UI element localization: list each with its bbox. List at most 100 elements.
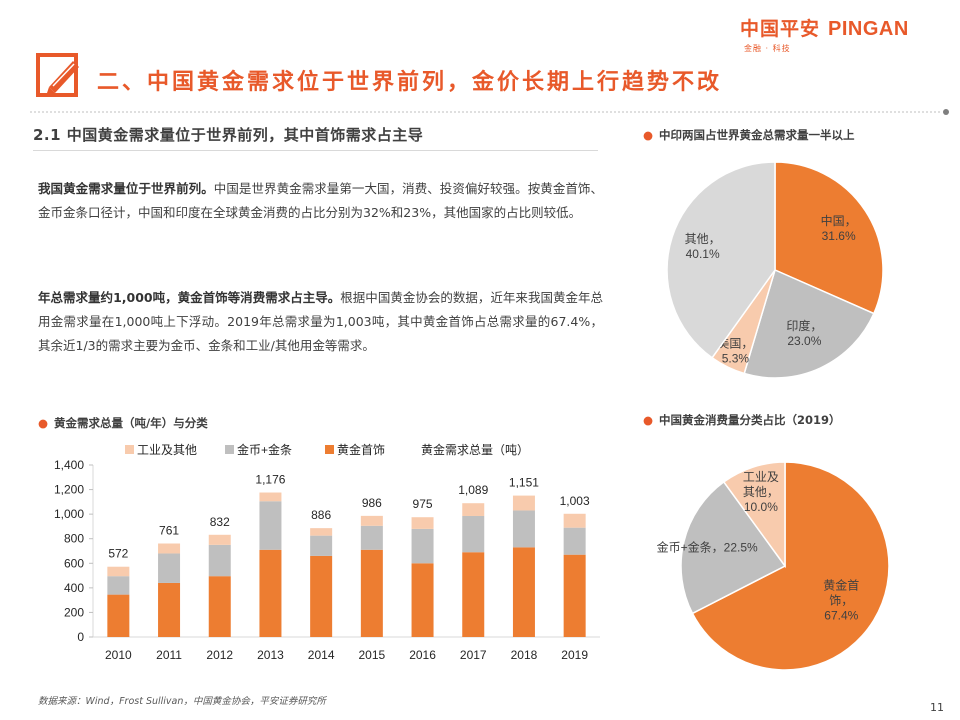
bar-segment — [208, 544, 231, 577]
bar-chart-title: ● 黄金需求总量（吨/年）与分类 — [38, 415, 208, 431]
bar-segment — [360, 525, 383, 550]
pie-slice — [722, 461, 786, 569]
paragraph-demand-rank: 我国黄金需求量位于世界前列。中国是世界黄金需求量第一大国，消费、投资偏好较强。按… — [38, 177, 603, 225]
bar-segment — [563, 513, 586, 528]
data-source-note: 数据来源：Wind，Frost Sullivan，中国黄金协会，平安证券研究所 — [38, 696, 326, 707]
page-title: 二、中国黄金需求位于世界前列，金价长期上行趋势不改 — [97, 69, 723, 95]
total-label: 886 — [311, 508, 331, 522]
x-tick-label: 2014 — [308, 648, 335, 662]
x-tick-label: 2018 — [511, 648, 538, 662]
legend-swatch — [125, 445, 134, 454]
logo-tagline: 金融 · 科技 — [744, 44, 791, 53]
bar-segment — [512, 547, 535, 637]
bar-segment — [107, 594, 130, 637]
pie2-chart-title: ● 中国黄金消费量分类占比（2019） — [643, 412, 841, 428]
y-tick-label: 1,200 — [54, 483, 84, 497]
pie-slice — [691, 461, 890, 671]
y-tick-label: 0 — [77, 630, 84, 644]
slice-name: 黄金首 — [823, 577, 859, 592]
section-heading: 2.1 中国黄金需求量位于世界前列，其中首饰需求占主导 — [33, 126, 424, 144]
pie-slice — [680, 480, 787, 615]
bar-segment — [259, 549, 282, 637]
legend-label: 黄金首饰 — [337, 442, 385, 457]
y-tick-label: 400 — [64, 581, 84, 595]
bar-segment — [310, 555, 333, 637]
page-number: 11 — [930, 701, 944, 714]
bar-segment — [563, 554, 586, 637]
bar-segment — [158, 553, 181, 583]
slice-name: 中国， — [821, 213, 857, 228]
slice-name: 其他， — [685, 232, 721, 246]
total-label: 975 — [413, 497, 433, 511]
total-label: 832 — [210, 515, 230, 529]
total-label: 572 — [108, 547, 128, 561]
bar-segment — [107, 566, 130, 577]
bar-segment — [462, 515, 485, 553]
logo-cn-text: 中国平安 — [740, 18, 821, 40]
pencil-icon — [36, 53, 79, 97]
legend-swatch — [325, 445, 334, 454]
y-tick-label: 1,400 — [54, 458, 84, 472]
paragraph-body: 中国是世界黄金需求量第一大国，消费、投资偏好较强。按黄金首饰、金币金条口径计，中… — [38, 181, 603, 220]
y-tick-label: 1,000 — [54, 507, 84, 521]
x-tick-label: 2010 — [105, 648, 132, 662]
bullet-dot: ● — [38, 416, 49, 430]
legend-swatch — [225, 445, 234, 454]
category-share-pie-chart: 黄金首饰，67.4% 金币+金条，22.5% 工业及其他，10.0% — [657, 461, 890, 671]
heading-divider — [33, 150, 598, 151]
x-tick-label: 2015 — [358, 648, 385, 662]
slice-label: 金币+金条，22.5% — [657, 539, 758, 554]
x-tick-label: 2017 — [460, 648, 487, 662]
paragraph-body: 根据中国黄金协会的数据，近年来我国黄金年总用金需求量在1,000吨上下浮动。20… — [38, 290, 603, 353]
bar-segment — [208, 534, 231, 545]
paragraph-lead: 我国黄金需求量位于世界前列。 — [38, 181, 214, 196]
bar-segment — [512, 510, 535, 548]
bar-segment — [462, 552, 485, 637]
bar-chart-title-text: 黄金需求总量（吨/年）与分类 — [54, 416, 208, 430]
bar-segment — [563, 527, 586, 555]
total-label: 986 — [362, 496, 382, 510]
x-tick-label: 2012 — [206, 648, 233, 662]
bar-segment — [107, 576, 130, 595]
bullet-dot: ● — [643, 128, 654, 142]
country-share-pie-chart: 中国，31.6% 印度，23.0% 美国，5.3% 其他，40.1% — [666, 161, 884, 379]
legend-label: 金币+金条 — [237, 442, 292, 457]
slice-value: 5.3% — [722, 351, 750, 365]
slice-value: 31.6% — [822, 229, 856, 243]
x-tick-label: 2019 — [561, 648, 588, 662]
title-divider — [30, 109, 949, 115]
total-label: 1,003 — [560, 494, 590, 508]
pie-slice — [774, 161, 884, 315]
total-label: 1,176 — [255, 473, 285, 487]
y-tick-label: 200 — [64, 605, 84, 619]
x-tick-label: 2011 — [156, 648, 182, 662]
bar-segment — [158, 582, 181, 637]
bar-segment — [259, 492, 282, 502]
pie-slice — [743, 268, 875, 379]
bar-segment — [360, 549, 383, 637]
bar-segment — [411, 517, 434, 529]
slice-name: 印度， — [786, 318, 822, 333]
pie1-chart-title: ● 中印两国占世界黄金总需求量一半以上 — [643, 127, 855, 143]
pingan-logo: 中国平安 PINGAN 金融 · 科技 — [740, 14, 945, 54]
bar-segment — [411, 563, 434, 637]
bar-segment — [411, 528, 434, 564]
pie1-chart-title-text: 中印两国占世界黄金总需求量一半以上 — [659, 128, 855, 142]
legend-label-total: 黄金需求总量（吨） — [421, 442, 529, 457]
total-label: 761 — [159, 524, 179, 538]
bar-segment — [259, 501, 282, 550]
slice-value: 10.0% — [744, 500, 778, 514]
legend-label: 工业及其他 — [137, 443, 197, 457]
bar-segment — [360, 515, 383, 526]
pie2-chart-title-text: 中国黄金消费量分类占比（2019） — [659, 413, 841, 427]
x-tick-label: 2016 — [409, 648, 436, 662]
slice-name: 饰， — [829, 593, 853, 607]
bar-segment — [310, 535, 333, 556]
x-tick-label: 2013 — [257, 648, 284, 662]
slice-name: 其他， — [743, 485, 779, 499]
slice-name: 工业及 — [743, 470, 779, 484]
slice-value: 40.1% — [686, 247, 720, 261]
y-tick-label: 600 — [64, 556, 84, 570]
paragraph-lead: 年总需求量约1,000吨，黄金首饰等消费需求占主导。 — [38, 290, 341, 305]
pie-slice — [666, 161, 776, 359]
